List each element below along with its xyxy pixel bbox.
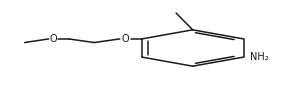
Text: O: O xyxy=(121,34,129,44)
Text: NH₂: NH₂ xyxy=(250,52,268,62)
Text: O: O xyxy=(50,34,57,44)
